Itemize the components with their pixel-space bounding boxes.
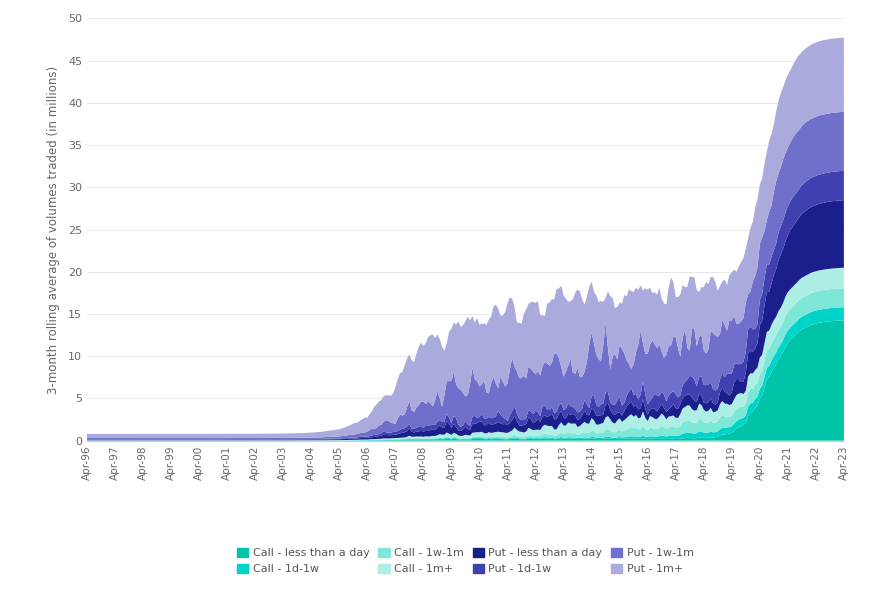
Y-axis label: 3-month rolling average of volumes traded (in millions): 3-month rolling average of volumes trade… [47,65,60,394]
Legend: Call - less than a day, Call - 1d-1w, Call - 1w-1m, Call - 1m+, Put - less than : Call - less than a day, Call - 1d-1w, Ca… [232,543,698,579]
